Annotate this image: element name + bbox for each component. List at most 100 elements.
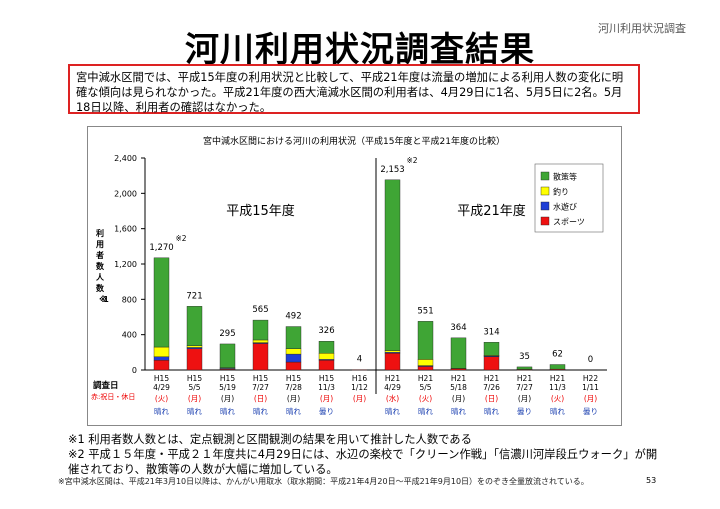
y-tick-label: 1,600 bbox=[114, 225, 137, 234]
x-tick-date: 11/3 bbox=[549, 383, 566, 392]
summary-box: 宮中減水区間では、平成15年度の利用状況と比較して、平成21年度は流量の増加によ… bbox=[68, 64, 640, 114]
summary-text: 宮中減水区間では、平成15年度の利用状況と比較して、平成21年度は流量の増加によ… bbox=[76, 71, 624, 114]
y-tick-label: 2,000 bbox=[114, 189, 137, 198]
x-tick-weekday: (月) bbox=[353, 394, 366, 403]
x-tick-weekday: (月) bbox=[287, 394, 300, 403]
x-axis-note: 赤:祝日・休日 bbox=[91, 392, 135, 401]
notes: ※1 利用者数人数とは、定点観測と区間観測の結果を用いて推計した人数である ※2… bbox=[68, 432, 668, 477]
legend-label: 散策等 bbox=[553, 172, 577, 182]
x-tick-date: 11/3 bbox=[318, 383, 335, 392]
x-tick-weather: 晴れ bbox=[154, 406, 169, 416]
x-tick-weekday: (火) bbox=[155, 394, 168, 403]
bar-segment bbox=[252, 319, 269, 341]
data-label: 295 bbox=[219, 329, 235, 339]
x-tick-weather: 晴れ bbox=[550, 406, 565, 416]
x-tick-weekday: (月) bbox=[452, 394, 465, 403]
x-tick-date: 5/5 bbox=[188, 383, 200, 392]
bar-segment bbox=[318, 341, 335, 354]
data-label-marker: ※2 bbox=[176, 234, 187, 243]
bar-segment bbox=[153, 356, 170, 361]
bar-segment bbox=[318, 353, 335, 360]
bar-segment bbox=[417, 359, 434, 366]
y-tick-label: 800 bbox=[122, 295, 137, 304]
data-label: 4 bbox=[357, 355, 362, 365]
bar-segment bbox=[285, 348, 302, 355]
x-tick-code: H15 bbox=[286, 374, 301, 383]
x-tick-weekday: (日) bbox=[485, 394, 498, 403]
x-tick-weather: 曇り bbox=[517, 407, 532, 416]
footnote: ※宮中減水区間は、平成21年3月10日以降は、かんがい用取水（取水期間：平成21… bbox=[58, 477, 589, 486]
y-tick-label: 0 bbox=[132, 366, 137, 375]
x-tick-date: 7/27 bbox=[252, 383, 269, 392]
x-tick-weather: 曇り bbox=[319, 407, 334, 416]
x-tick-code: H15 bbox=[253, 374, 268, 383]
legend-swatch bbox=[540, 171, 550, 181]
data-label: 2,153 bbox=[380, 165, 404, 175]
x-tick-code: H21 bbox=[517, 374, 532, 383]
x-tick-code: H21 bbox=[385, 374, 400, 383]
bar-segment bbox=[285, 353, 302, 363]
legend-swatch bbox=[540, 216, 550, 226]
x-tick-date: 5/5 bbox=[419, 383, 431, 392]
bar-segment bbox=[153, 346, 170, 357]
x-tick-date: 7/28 bbox=[285, 383, 302, 392]
x-tick-weekday: (火) bbox=[419, 394, 432, 403]
usage-chart: 宮中減水区間における河川の利用状況（平成15年度と平成21年度の比較） 0 400 8… bbox=[91, 135, 607, 416]
chart-frame bbox=[87, 126, 622, 426]
x-tick-code: H21 bbox=[418, 374, 433, 383]
x-tick-date: 7/26 bbox=[483, 383, 500, 392]
x-tick-date: 1/11 bbox=[582, 383, 599, 392]
bar-segment bbox=[384, 350, 401, 353]
x-tick-weather: 晴れ bbox=[484, 406, 499, 416]
x-tick-code: H22 bbox=[583, 374, 598, 383]
section-label: 河川利用状況調査 bbox=[598, 22, 686, 35]
x-tick-weekday: (日) bbox=[254, 394, 267, 403]
data-label: 326 bbox=[318, 326, 334, 336]
x-tick-date: 7/27 bbox=[516, 383, 533, 392]
x-tick-weekday: (月) bbox=[188, 394, 201, 403]
x-tick-date: 4/29 bbox=[384, 383, 401, 392]
data-label: 1,270 bbox=[149, 243, 173, 253]
x-tick-code: H21 bbox=[550, 374, 565, 383]
x-tick-date: 5/18 bbox=[450, 383, 467, 392]
bar-segment bbox=[186, 306, 203, 346]
x-axis-label: 調査日 bbox=[93, 380, 119, 391]
bar-segment bbox=[417, 366, 434, 371]
page-number: 53 bbox=[646, 476, 657, 485]
note-2: ※2 平成１５年度・平成２１年度共に4月29日には、水辺の楽校で「クリーン作戦」… bbox=[68, 448, 658, 476]
legend-swatch bbox=[540, 201, 550, 211]
y-tick-label: 400 bbox=[122, 331, 137, 340]
bar-segment bbox=[384, 179, 401, 351]
bar-segment bbox=[417, 321, 434, 360]
x-tick-weekday: (水) bbox=[386, 393, 399, 403]
x-tick-date: 1/12 bbox=[351, 383, 368, 392]
data-label: 62 bbox=[552, 350, 563, 360]
x-tick-weekday: (月) bbox=[221, 394, 234, 403]
x-tick-date: 4/29 bbox=[153, 383, 170, 392]
data-label: 721 bbox=[186, 291, 202, 301]
x-tick-weekday: (火) bbox=[551, 394, 564, 403]
bar-segment bbox=[153, 257, 170, 348]
bar-segment bbox=[219, 343, 236, 368]
x-tick-code: H21 bbox=[484, 374, 499, 383]
x-tick-weather: 晴れ bbox=[187, 406, 202, 416]
data-label: 0 bbox=[588, 355, 593, 365]
x-tick-weather: 晴れ bbox=[220, 406, 235, 416]
x-tick-weekday: (月) bbox=[518, 394, 531, 403]
data-label: 551 bbox=[417, 306, 433, 316]
x-tick-code: H16 bbox=[352, 374, 367, 383]
data-label: 314 bbox=[483, 327, 499, 337]
x-tick-weather: 晴れ bbox=[418, 406, 433, 416]
bar-segment bbox=[483, 356, 500, 371]
chart-title: 宮中減水区間における河川の利用状況（平成15年度と平成21年度の比較） bbox=[203, 135, 505, 147]
note-1: ※1 利用者数人数とは、定点観測と区間観測の結果を用いて推計した人数である bbox=[68, 433, 472, 446]
x-tick-weather: 晴れ bbox=[451, 406, 466, 416]
x-tick-code: H21 bbox=[451, 374, 466, 383]
data-label: 35 bbox=[519, 352, 530, 362]
x-tick-code: H15 bbox=[319, 374, 334, 383]
x-tick-weather: 晴れ bbox=[253, 406, 268, 416]
x-tick-weekday: (月) bbox=[584, 394, 597, 403]
x-tick-weather: 晴れ bbox=[286, 406, 301, 416]
x-tick-weather: 晴れ bbox=[385, 406, 400, 416]
legend-label: 釣り bbox=[553, 187, 569, 197]
